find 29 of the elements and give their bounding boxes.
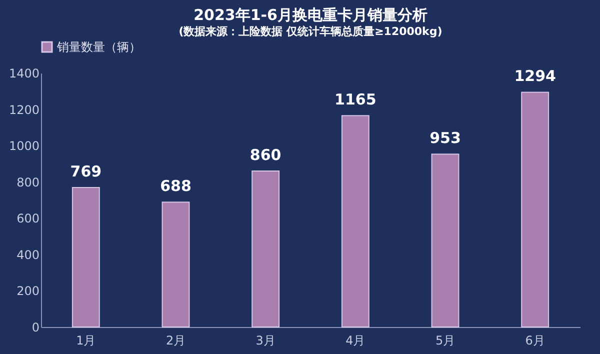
y-tick-label: 600: [16, 212, 40, 226]
y-tick-label: 0: [32, 320, 40, 334]
x-tick-label: 2月: [166, 334, 186, 348]
bar: [162, 202, 190, 328]
bar: [521, 92, 550, 328]
y-tick-label: 400: [16, 248, 40, 262]
data-label: 953: [430, 129, 461, 148]
chart-subtitle: (数据来源：上险数据 仅统计车辆总质量≥12000kg): [178, 25, 442, 38]
bar: [431, 154, 460, 328]
bar: [72, 186, 100, 328]
x-tick-label: 6月: [525, 334, 545, 348]
x-tick-label: 3月: [256, 334, 276, 348]
data-label: 769: [70, 162, 102, 180]
y-tick-label: 800: [16, 175, 40, 190]
y-tick-label: 1000: [8, 139, 40, 154]
y-tick-label: 1200: [8, 102, 40, 117]
data-label: 1294: [514, 67, 556, 86]
bar: [252, 170, 280, 328]
y-tick-label: 200: [16, 284, 40, 298]
x-tick-label: 4月: [346, 334, 366, 348]
y-tick-label: 1400: [8, 66, 40, 80]
data-label: 1165: [334, 90, 376, 109]
x-tick-label: 5月: [435, 334, 456, 348]
data-label: 860: [250, 146, 282, 164]
data-label: 688: [160, 177, 192, 196]
legend-label: 销量数量（辆）: [56, 40, 141, 54]
x-tick-label: 1月: [76, 334, 96, 348]
chart-title: 2023年1-6月换电重卡月销量分析: [194, 6, 428, 24]
bar: [341, 115, 370, 328]
